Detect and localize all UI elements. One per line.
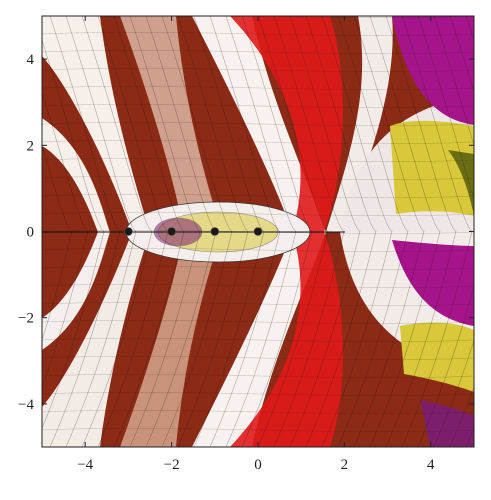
mesh-line <box>42 194 474 198</box>
mesh-line <box>42 104 474 108</box>
band-lower-2 <box>42 232 150 447</box>
magenta-bottom <box>420 400 474 447</box>
band-upper-red-core <box>230 16 343 232</box>
yellow-upper <box>390 120 474 216</box>
band-lower-4 <box>192 232 326 447</box>
mesh-line <box>433 16 474 447</box>
band-lower-1 <box>42 232 110 350</box>
marked-point-3 <box>124 227 133 236</box>
axes: −4 −2 0 2 4 −4 −2 0 2 4 <box>18 16 474 473</box>
magenta-upper <box>392 16 474 125</box>
marked-point-2 <box>167 227 176 236</box>
x-tick-label: 4 <box>427 457 435 473</box>
mesh-line <box>42 392 474 396</box>
mesh-line <box>289 16 361 447</box>
y-tick-label: 2 <box>27 138 35 154</box>
mesh-line <box>42 140 474 144</box>
magenta-lower <box>392 240 474 326</box>
olive-upper <box>448 150 474 216</box>
x-tick-label: 0 <box>254 457 262 473</box>
mesh-line <box>42 122 474 126</box>
mesh-line <box>42 428 474 432</box>
marked-point-0 <box>253 227 263 236</box>
mesh-line <box>42 158 474 162</box>
mesh-line <box>42 68 474 72</box>
mesh-line <box>353 16 425 447</box>
marked-points <box>124 227 263 236</box>
mesh-line <box>42 320 474 324</box>
x-tick-label: −4 <box>77 457 93 473</box>
mesh-line <box>337 16 409 447</box>
mesh-line <box>42 266 474 270</box>
band-upper-2 <box>42 16 150 232</box>
mesh-line <box>42 50 474 54</box>
mesh-line <box>305 16 377 447</box>
marked-point-1 <box>210 227 220 236</box>
band-lower-3 <box>120 232 222 447</box>
mesh-line <box>42 338 474 342</box>
mesh-line <box>42 16 474 18</box>
contour-mesh <box>42 16 474 447</box>
band-upper-3 <box>120 16 222 232</box>
plot-area <box>42 16 474 447</box>
y-tick-label: 0 <box>27 225 35 241</box>
mesh-line <box>385 16 457 447</box>
yellow-lower <box>400 322 474 392</box>
mesh-line <box>42 176 474 180</box>
band-lower-red-core <box>230 232 343 447</box>
band-upper-1 <box>42 118 110 232</box>
mesh-line <box>42 356 474 360</box>
mesh-line <box>369 16 441 447</box>
mesh-line <box>42 284 474 288</box>
x-tick-label: −2 <box>164 457 180 473</box>
mesh-line <box>42 32 474 36</box>
band-upper-4 <box>192 16 326 232</box>
mesh-line <box>321 16 393 447</box>
mesh-line <box>42 302 474 306</box>
mesh-line <box>42 374 474 378</box>
y-tick-label: −2 <box>18 311 34 327</box>
mesh-line <box>42 86 474 90</box>
mesh-line <box>42 410 474 414</box>
y-tick-label: −4 <box>18 397 34 413</box>
mesh-line <box>417 16 474 447</box>
mesh-line <box>42 212 474 216</box>
y-tick-label: 4 <box>27 52 35 68</box>
x-tick-label: 2 <box>341 457 349 473</box>
mesh-line <box>42 248 474 252</box>
